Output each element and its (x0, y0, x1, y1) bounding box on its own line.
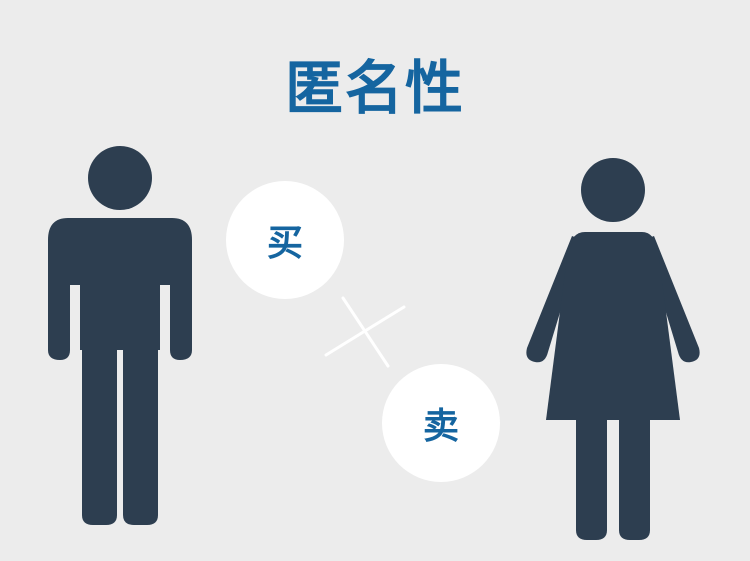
exchange-cross-icon (324, 296, 406, 368)
buy-label: 买 (266, 223, 303, 264)
sell-bubble: 卖 (382, 364, 500, 482)
man-icon (48, 146, 192, 525)
woman-icon (526, 158, 700, 540)
page-title: 匿名性 (284, 54, 465, 122)
sell-label: 卖 (422, 406, 459, 447)
buy-bubble: 买 (226, 181, 344, 299)
